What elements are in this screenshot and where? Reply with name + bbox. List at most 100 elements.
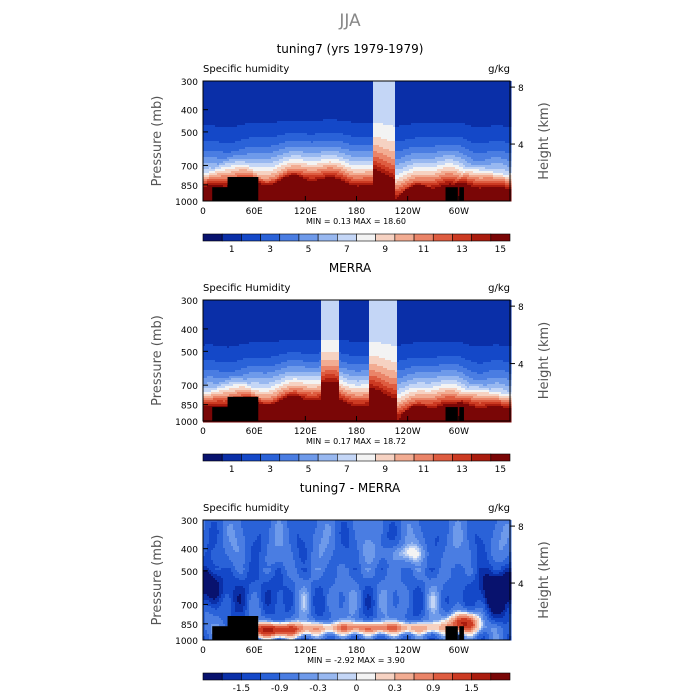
colorbar-label: 11 [418,245,429,255]
topography-block-5 [459,407,464,422]
height-tick-label: 4 [518,141,524,151]
units-label: g/kg [488,283,510,294]
colorbar-swatch [337,453,357,462]
colorbar-swatch [202,453,223,462]
colorbar-swatch [241,672,261,681]
units-label: g/kg [488,64,510,75]
x-tick-label: 120W [395,646,421,656]
colorbar-swatch [260,672,281,681]
variable-label: Specific Humidity [203,283,291,294]
colorbar-label: 15 [495,465,506,475]
x-tick-label: 60W [449,646,469,656]
colorbar-swatch [375,233,396,242]
pressure-tick-label: 850 [181,621,198,631]
pressure-tick-label: 500 [181,348,198,358]
colorbar-swatch [337,672,357,681]
x-tick-label: 180 [348,646,365,656]
colorbar-swatch [394,672,415,681]
pressure-tick-label: 300 [181,297,198,307]
colorbar-label: 0 [354,684,360,694]
panel-title: MERRA [329,261,372,275]
x-tick-label: 180 [348,427,365,437]
topography-block-4 [445,187,458,202]
colorbar-swatch [279,453,300,462]
height-tick-label: 8 [518,523,524,533]
colorbar-swatch [432,672,453,681]
units-label: g/kg [488,503,510,514]
colorbar-swatch [298,672,319,681]
topography-block-4 [445,626,458,641]
colorbar-label: 15 [495,245,506,255]
min-max-label: MIN = -2.92 MAX = 3.90 [307,656,405,665]
colorbar-swatch [375,453,396,462]
colorbar-swatch [394,233,415,242]
colorbar-swatch [337,233,357,242]
pressure-tick-label: 700 [181,601,198,611]
pressure-tick-label: 500 [181,568,198,578]
x-tick-label: 60E [246,646,263,656]
colorbar-swatch [279,672,300,681]
y-axis-label: Pressure (mb) [150,96,165,187]
colorbar-swatch [260,233,281,242]
colorbar-label: 13 [456,465,467,475]
colorbar-label: 1 [229,245,235,255]
x-tick-label: 120E [294,646,317,656]
y-axis-label: Pressure (mb) [150,315,165,406]
x-tick-label: 180 [348,207,365,217]
variable-label: Specific humidity [203,64,289,75]
x-tick-label: 60W [449,207,469,217]
colorbar-label: 5 [306,245,312,255]
x-tick-label: 0 [200,207,206,217]
panel-title: tuning7 - MERRA [300,481,401,495]
colorbar-swatch [356,453,376,462]
pressure-tick-label: 850 [181,402,198,412]
colorbar-swatch [432,233,453,242]
height-tick-label: 8 [518,303,524,313]
colorbar-swatch [317,453,338,462]
colorbar-swatch [241,453,261,462]
colorbar-swatch [413,672,434,681]
colorbar-swatch [260,453,281,462]
x-tick-label: 120E [294,427,317,437]
colorbar-label: 9 [382,245,388,255]
colorbar-swatch [356,672,376,681]
pressure-tick-label: 500 [181,129,198,139]
colorbar-swatch [452,453,472,462]
height-tick-label: 4 [518,361,524,371]
min-max-label: MIN = 0.17 MAX = 18.72 [306,437,406,446]
colorbar-swatch [356,233,376,242]
x-tick-label: 0 [200,427,206,437]
colorbar-label: -0.9 [271,684,289,694]
panel-title: tuning7 (yrs 1979-1979) [277,42,424,56]
colorbar-swatch [394,453,415,462]
colorbar-label: -0.3 [309,684,327,694]
y-axis-label-right: Height (km) [537,322,552,399]
colorbar-label: 7 [344,245,350,255]
colorbar-label: 0.3 [388,684,402,694]
pressure-tick-label: 400 [181,326,198,336]
x-tick-label: 120E [294,207,317,217]
topography-block-4 [445,407,458,422]
colorbar-label: 0.9 [426,684,441,694]
colorbar-swatch [490,672,511,681]
colorbar-swatch [490,453,511,462]
topography-block-5 [459,626,464,641]
colorbar-swatch [221,233,242,242]
colorbar-swatch [298,233,319,242]
pressure-tick-label: 850 [181,182,198,192]
colorbar-label: 1 [229,465,235,475]
variable-label: Specific humidity [203,503,289,514]
height-tick-label: 4 [518,580,524,590]
x-tick-label: 60E [246,427,263,437]
pressure-tick-label: 300 [181,517,198,527]
pressure-tick-label: 1000 [175,637,198,647]
colorbar-swatch [298,453,319,462]
height-tick-label: 8 [518,84,524,94]
colorbar-label: 1.5 [464,684,478,694]
x-tick-label: 60E [246,207,263,217]
colorbar-swatch [413,453,434,462]
colorbar-swatch [452,672,472,681]
pressure-tick-label: 1000 [175,418,198,428]
